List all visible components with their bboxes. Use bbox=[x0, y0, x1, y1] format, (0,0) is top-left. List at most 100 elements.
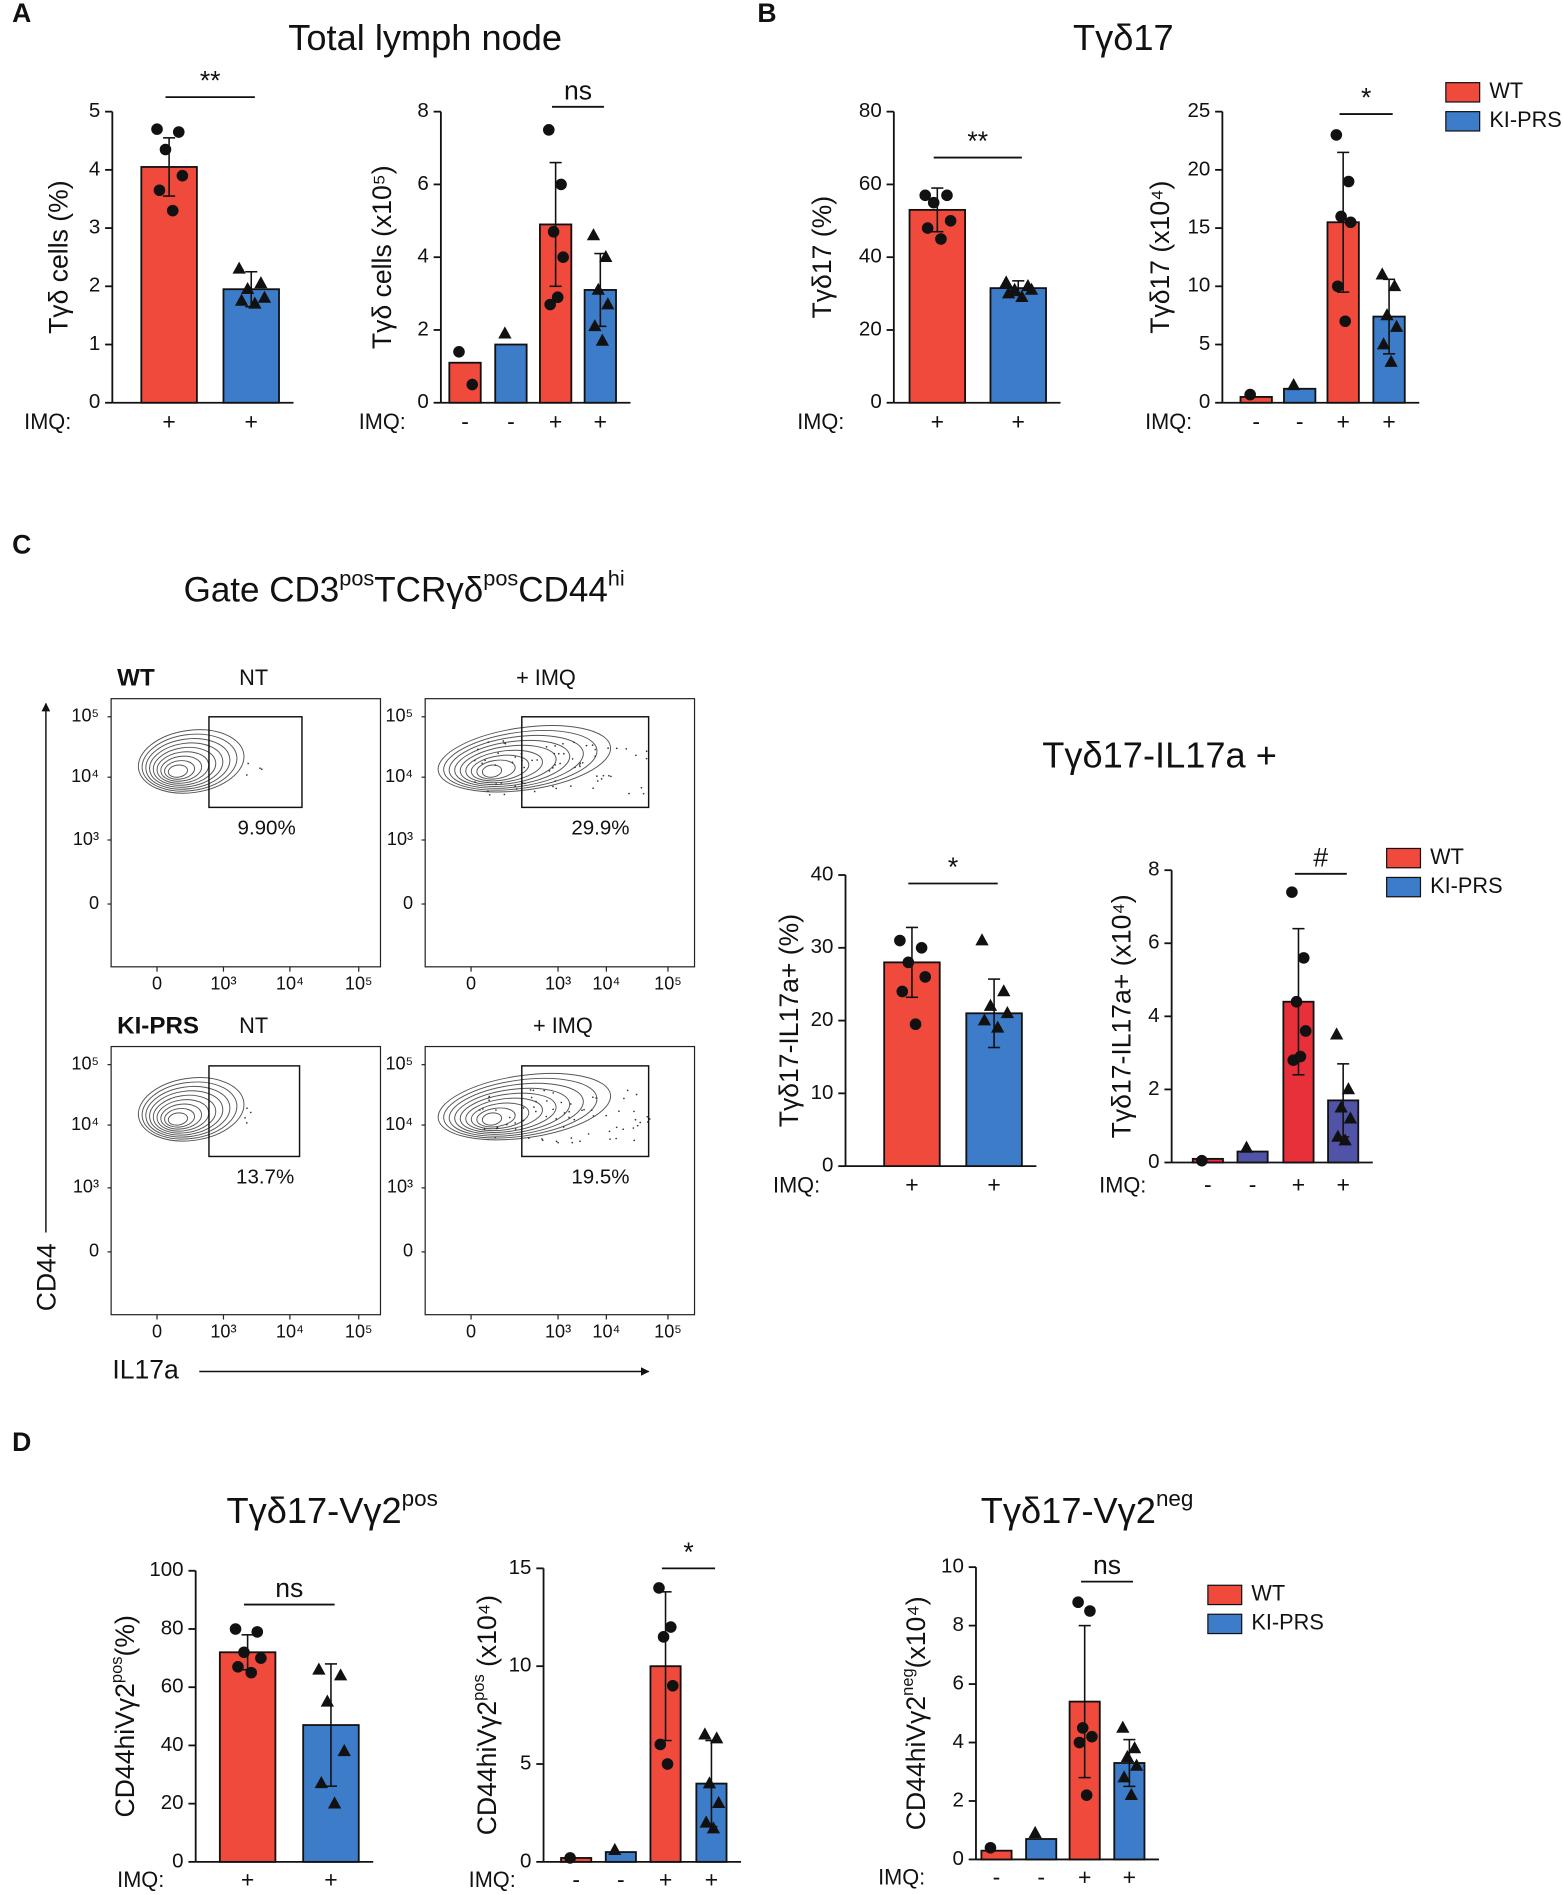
x-tick-label: - bbox=[1037, 1864, 1045, 1890]
y-axis-label-part: CD44hiVγ2 bbox=[901, 1696, 931, 1830]
y-tick-label: 5 bbox=[520, 1751, 531, 1774]
y-tick-label: 0 bbox=[403, 1241, 413, 1261]
event-dot bbox=[479, 1109, 481, 1111]
event-dot bbox=[554, 763, 556, 766]
panel-label: A bbox=[12, 0, 31, 28]
chart-title: Tγδ17-Vγ2neg bbox=[981, 1486, 1194, 1530]
gate-title-sup: hi bbox=[608, 566, 625, 591]
y-tick-label: 20 bbox=[161, 1791, 184, 1814]
data-point bbox=[935, 233, 947, 245]
contour bbox=[454, 739, 571, 787]
plot-frame bbox=[110, 1045, 382, 1316]
event-dot bbox=[523, 766, 525, 769]
event-dot bbox=[642, 792, 645, 795]
data-point bbox=[453, 346, 465, 358]
contour bbox=[152, 1094, 217, 1134]
event-dot bbox=[244, 1116, 246, 1119]
data-point bbox=[1343, 1111, 1358, 1124]
contour bbox=[160, 1103, 203, 1130]
event-dot bbox=[532, 1089, 535, 1092]
significance-label: ns bbox=[564, 75, 592, 105]
event-dot bbox=[609, 1138, 611, 1140]
gate bbox=[521, 716, 650, 809]
data-point bbox=[706, 1821, 721, 1834]
contour bbox=[141, 1081, 238, 1140]
event-dot bbox=[494, 764, 497, 766]
event-dot bbox=[579, 762, 582, 765]
data-point bbox=[1299, 1025, 1312, 1037]
legend-swatch bbox=[1386, 876, 1422, 898]
y-tick-label: 60 bbox=[859, 172, 882, 195]
data-point bbox=[927, 196, 940, 209]
category-axis-label: IMQ: bbox=[117, 1867, 164, 1892]
plot-frame bbox=[424, 1045, 696, 1316]
event-dot bbox=[634, 1118, 637, 1121]
event-dot bbox=[524, 782, 526, 785]
x-tick-label: + bbox=[594, 408, 607, 434]
event-dot bbox=[535, 1100, 537, 1103]
category-axis-label: IMQ: bbox=[24, 409, 71, 434]
category-axis-label: IMQ: bbox=[773, 1172, 820, 1197]
y-tick-label: 40 bbox=[859, 245, 882, 268]
x-tick-label: 10³ bbox=[210, 1322, 236, 1342]
data-point bbox=[975, 933, 989, 946]
condition-label: NT bbox=[239, 1013, 268, 1038]
event-dot bbox=[560, 1101, 563, 1104]
contour bbox=[137, 1077, 245, 1142]
y-tick-label: 0 bbox=[89, 390, 100, 413]
data-point bbox=[921, 222, 934, 234]
event-dot bbox=[504, 742, 507, 745]
data-point bbox=[999, 275, 1013, 288]
data-point bbox=[702, 1776, 717, 1789]
event-dot bbox=[488, 1099, 490, 1102]
x-tick-label: 10⁴ bbox=[276, 1322, 304, 1342]
x-tick-label: 0 bbox=[152, 1322, 162, 1342]
contour bbox=[149, 742, 224, 788]
chart-title: Total lymph node bbox=[288, 17, 562, 58]
data-point bbox=[229, 1623, 242, 1635]
significance-label: * bbox=[1361, 83, 1371, 113]
y-axis-label: Tγδ17-IL17a+ (%) bbox=[774, 914, 804, 1127]
data-point bbox=[245, 1666, 258, 1679]
chart-title-part: Tγδ17-Vγ2 bbox=[981, 1489, 1156, 1530]
x-tick-label: 10³ bbox=[210, 974, 236, 994]
event-dot bbox=[592, 1096, 594, 1099]
x-tick-label: - bbox=[507, 408, 515, 434]
significance-label: ** bbox=[200, 66, 221, 96]
y-tick-label: 4 bbox=[417, 245, 428, 268]
data-point bbox=[176, 169, 189, 182]
event-dot bbox=[545, 1115, 548, 1118]
x-tick-label: + bbox=[1336, 1172, 1349, 1198]
y-axis-label: Tγδ cells (x10⁵) bbox=[367, 165, 397, 349]
plot-frame bbox=[424, 698, 696, 968]
event-dot bbox=[570, 1137, 573, 1139]
x-tick-label: - bbox=[993, 1864, 1001, 1890]
x-tick-label: - bbox=[1296, 408, 1304, 434]
event-dot bbox=[562, 752, 565, 755]
event-dot bbox=[260, 768, 263, 771]
event-dot bbox=[533, 1106, 535, 1108]
event-dot bbox=[511, 761, 514, 764]
y-tick-label: 10 bbox=[941, 1555, 964, 1578]
event-dot bbox=[615, 1137, 617, 1140]
genotype-label: WT bbox=[117, 665, 155, 692]
event-dot bbox=[579, 1140, 581, 1143]
y-tick-label: 2 bbox=[952, 1788, 963, 1811]
y-axis-label-part: (x10⁴) bbox=[472, 1595, 502, 1674]
data-point bbox=[698, 1727, 712, 1740]
significance-label: ns bbox=[1093, 1550, 1121, 1580]
x-tick-label: 0 bbox=[466, 974, 476, 994]
data-point bbox=[1376, 337, 1391, 350]
data-point bbox=[1344, 216, 1357, 229]
event-dot bbox=[602, 774, 605, 777]
gate-title-part: CD44 bbox=[518, 571, 608, 610]
event-dot bbox=[477, 748, 479, 751]
chart-title-sup: neg bbox=[1156, 1486, 1193, 1511]
data-point bbox=[312, 1662, 326, 1675]
data-point bbox=[1286, 886, 1298, 898]
y-tick-label: 3 bbox=[89, 216, 100, 239]
event-dot bbox=[481, 762, 483, 765]
contour bbox=[470, 1102, 530, 1130]
data-point bbox=[547, 225, 560, 238]
data-point bbox=[333, 1668, 348, 1681]
